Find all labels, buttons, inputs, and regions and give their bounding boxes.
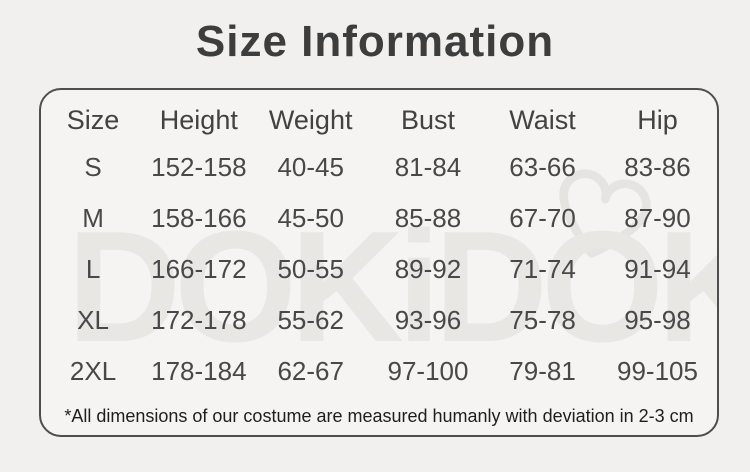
col-header-size: Size — [66, 104, 120, 135]
table-cell: 62-67 — [277, 356, 344, 386]
table-cell: 55-62 — [277, 305, 344, 335]
size-label: L — [85, 254, 101, 284]
table-cell: 91-94 — [624, 254, 691, 284]
size-table: Size Height Weight Bust Waist Hip S 152-… — [41, 90, 717, 435]
col-header-bust: Bust — [400, 104, 455, 135]
table-cell: 178-184 — [151, 356, 247, 386]
table-cell: 152-158 — [151, 152, 247, 182]
table-cell: 93-96 — [394, 305, 462, 335]
table-cell: 81-84 — [394, 152, 462, 182]
table-cell: 95-98 — [624, 305, 691, 335]
table-row-s: S 152-158 40-45 81-84 63-66 83-86 — [41, 142, 717, 193]
page-title: Size Information — [195, 17, 555, 66]
table-cell: 83-86 — [624, 152, 691, 182]
size-label: 2XL — [69, 356, 117, 386]
table-row-2xl: 2XL 178-184 62-67 97-100 79-81 99-105 — [41, 346, 717, 397]
table-cell: 89-92 — [394, 254, 462, 284]
table-row-m: M 158-166 45-50 85-88 67-70 87-90 — [41, 193, 717, 244]
table-cell: 97-100 — [387, 356, 469, 386]
footnote: *All dimensions of our costume are measu… — [64, 405, 694, 426]
table-cell: 63-66 — [509, 152, 576, 182]
table-cell: 75-78 — [509, 305, 576, 335]
size-table-card: DOKiDOKi Size Height Weight Bust Waist H… — [39, 88, 719, 437]
table-cell: 67-70 — [509, 203, 576, 233]
table-cell: 166-172 — [151, 254, 247, 284]
table-cell: 45-50 — [277, 203, 344, 233]
table-cell: 172-178 — [151, 305, 247, 335]
table-row-xl: XL 172-178 55-62 93-96 75-78 95-98 — [41, 295, 717, 346]
table-cell: 71-74 — [509, 254, 576, 284]
table-header-row: Size Height Weight Bust Waist Hip — [41, 98, 717, 142]
table-cell: 158-166 — [151, 203, 247, 233]
size-label: S — [84, 152, 102, 182]
table-cell: 50-55 — [277, 254, 344, 284]
table-row-l: L 166-172 50-55 89-92 71-74 91-94 — [41, 244, 717, 295]
col-header-waist: Waist — [509, 104, 576, 135]
size-label: M — [82, 203, 104, 233]
col-header-weight: Weight — [268, 104, 353, 135]
table-cell: 40-45 — [277, 152, 344, 182]
size-label: XL — [77, 305, 109, 335]
table-cell: 99-105 — [616, 356, 698, 386]
table-cell: 87-90 — [624, 203, 691, 233]
table-cell: 79-81 — [509, 356, 576, 386]
col-header-height: Height — [159, 104, 238, 135]
table-cell: 85-88 — [394, 203, 462, 233]
col-header-hip: Hip — [637, 104, 678, 135]
